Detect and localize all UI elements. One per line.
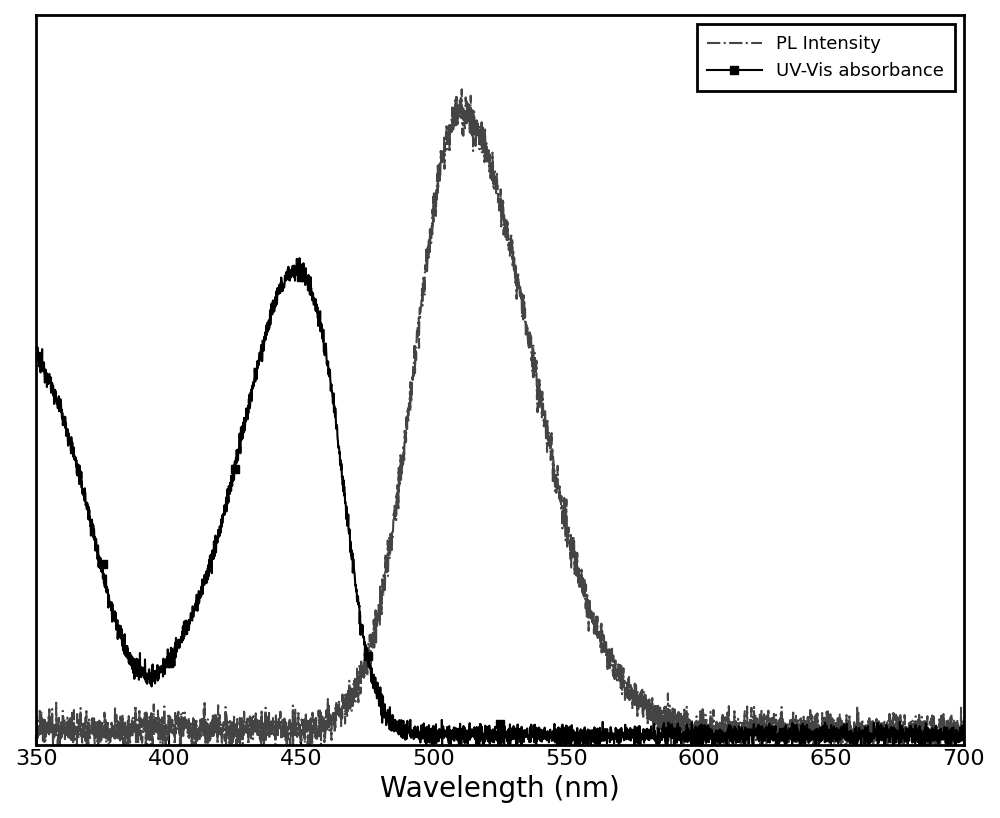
UV-Vis absorbance <box>366 663 378 673</box>
UV-Vis absorbance <box>620 735 632 744</box>
PL Intensity <box>468 116 480 126</box>
UV-Vis absorbance <box>426 739 438 749</box>
PL Intensity <box>958 716 970 726</box>
X-axis label: Wavelength (nm): Wavelength (nm) <box>380 775 620 803</box>
PL Intensity <box>456 84 468 94</box>
UV-Vis absorbance <box>468 722 480 732</box>
PL Intensity <box>224 716 236 726</box>
PL Intensity <box>30 724 42 734</box>
UV-Vis absorbance <box>293 254 305 263</box>
Line: PL Intensity: PL Intensity <box>36 89 964 744</box>
PL Intensity <box>620 682 632 692</box>
PL Intensity <box>366 640 378 649</box>
UV-Vis absorbance <box>30 351 42 361</box>
PL Intensity <box>31 739 43 749</box>
UV-Vis absorbance <box>958 735 970 744</box>
Legend: PL Intensity, UV-Vis absorbance: PL Intensity, UV-Vis absorbance <box>697 24 955 91</box>
UV-Vis absorbance <box>224 489 236 499</box>
PL Intensity <box>581 591 593 601</box>
UV-Vis absorbance <box>581 733 593 743</box>
PL Intensity <box>886 735 898 745</box>
UV-Vis absorbance <box>886 729 898 739</box>
Line: UV-Vis absorbance: UV-Vis absorbance <box>32 254 968 748</box>
